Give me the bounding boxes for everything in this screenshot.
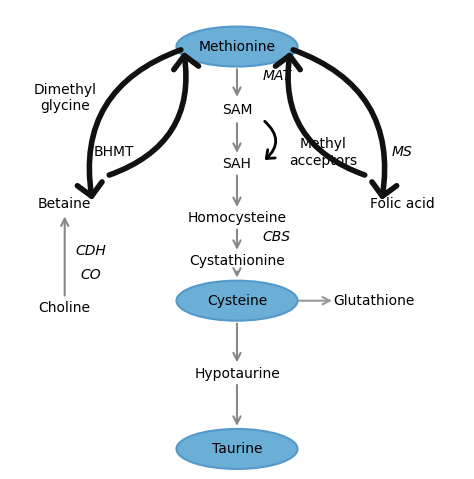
- Text: BHMT: BHMT: [93, 146, 134, 160]
- Ellipse shape: [176, 26, 298, 67]
- Text: MAT: MAT: [263, 68, 292, 83]
- Text: Homocysteine: Homocysteine: [188, 211, 286, 225]
- FancyArrowPatch shape: [264, 121, 276, 159]
- Text: MS: MS: [392, 146, 413, 160]
- Text: Hypotaurine: Hypotaurine: [194, 366, 280, 381]
- FancyArrowPatch shape: [275, 56, 365, 175]
- Text: CBS: CBS: [263, 230, 291, 244]
- Text: Taurine: Taurine: [212, 442, 262, 456]
- FancyArrowPatch shape: [109, 56, 199, 175]
- Text: SAH: SAH: [223, 157, 251, 171]
- Text: CDH: CDH: [75, 244, 106, 258]
- Ellipse shape: [176, 429, 298, 469]
- FancyArrowPatch shape: [293, 50, 397, 196]
- Text: Cystathionine: Cystathionine: [189, 254, 285, 268]
- Ellipse shape: [176, 281, 298, 320]
- Text: Betaine: Betaine: [38, 197, 91, 211]
- Text: CO: CO: [80, 268, 100, 282]
- Text: Cysteine: Cysteine: [207, 294, 267, 308]
- Text: Methionine: Methionine: [199, 40, 275, 54]
- FancyArrowPatch shape: [77, 50, 181, 196]
- Text: Glutathione: Glutathione: [334, 294, 415, 308]
- Text: SAM: SAM: [222, 103, 252, 117]
- Text: Folic acid: Folic acid: [370, 197, 435, 211]
- Text: Dimethyl
glycine: Dimethyl glycine: [33, 83, 96, 114]
- Text: Methyl
acceptors: Methyl acceptors: [289, 137, 357, 168]
- Text: Choline: Choline: [39, 301, 91, 315]
